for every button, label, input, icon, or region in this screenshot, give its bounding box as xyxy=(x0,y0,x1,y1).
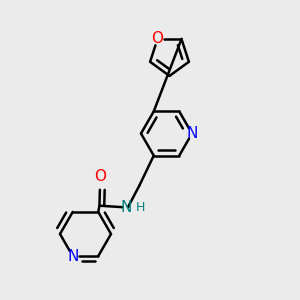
Text: O: O xyxy=(94,169,106,184)
Text: O: O xyxy=(152,32,164,46)
Text: N: N xyxy=(67,249,78,264)
Text: N: N xyxy=(121,200,132,215)
Text: H: H xyxy=(135,201,145,214)
Text: N: N xyxy=(186,126,198,141)
